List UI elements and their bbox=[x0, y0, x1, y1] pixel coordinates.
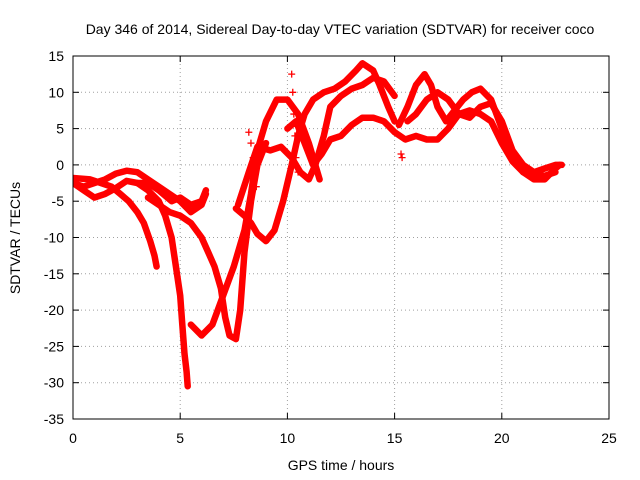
plus-marker bbox=[398, 154, 406, 162]
chart-title: Day 346 of 2014, Sidereal Day-to-day VTE… bbox=[86, 21, 595, 37]
plus-marker bbox=[251, 168, 259, 176]
y-tick-label: -20 bbox=[44, 302, 64, 318]
y-tick-label: -30 bbox=[44, 375, 64, 391]
x-tick-label: 10 bbox=[280, 430, 296, 446]
x-axis-label: GPS time / hours bbox=[288, 457, 395, 473]
x-tick-label: 20 bbox=[494, 430, 510, 446]
plus-marker bbox=[247, 139, 255, 147]
grid-lines bbox=[73, 56, 609, 419]
y-tick-label: -5 bbox=[52, 193, 65, 209]
plus-marker bbox=[397, 150, 405, 158]
x-tick-label: 5 bbox=[176, 430, 184, 446]
plot-area bbox=[73, 60, 566, 390]
scatter-layer bbox=[245, 70, 406, 191]
scatter-point-15h bbox=[397, 150, 406, 162]
x-tick-label: 0 bbox=[69, 430, 77, 446]
series-arc-5 bbox=[144, 139, 270, 343]
series-arc-3 bbox=[73, 174, 160, 270]
y-tick-label: -25 bbox=[44, 338, 64, 354]
plus-marker bbox=[291, 132, 299, 140]
y-tick-label: -15 bbox=[44, 266, 64, 282]
series-arc-10 bbox=[395, 70, 563, 183]
y-tick-label: 5 bbox=[56, 121, 64, 137]
y-tick-label: -35 bbox=[44, 411, 64, 427]
series-arc-7 bbox=[232, 60, 398, 245]
x-axis-ticks: 0 5 10 15 20 25 bbox=[69, 56, 617, 446]
series-arc-4 bbox=[134, 179, 191, 390]
plus-marker bbox=[249, 154, 257, 162]
plus-marker bbox=[288, 70, 296, 78]
plot-frame bbox=[72, 55, 610, 420]
x-tick-label: 25 bbox=[601, 430, 617, 446]
plus-marker bbox=[289, 88, 297, 96]
y-axis-label: SDTVAR / TECUs bbox=[7, 182, 23, 294]
scatter-spike-10h bbox=[288, 70, 302, 176]
x-tick-label: 15 bbox=[387, 430, 403, 446]
y-tick-label: -10 bbox=[44, 230, 64, 246]
y-axis-ticks: 15 10 5 0 -5 -10 -15 -20 -25 -30 -35 bbox=[44, 48, 609, 427]
scatter-spike-8.5h bbox=[245, 128, 260, 191]
plus-marker bbox=[252, 183, 260, 191]
series-arc-11 bbox=[404, 89, 566, 176]
plus-marker bbox=[292, 154, 300, 162]
plus-marker bbox=[290, 110, 298, 118]
y-tick-label: 15 bbox=[48, 48, 64, 64]
y-tick-label: 10 bbox=[48, 84, 64, 100]
plus-marker bbox=[245, 128, 253, 136]
y-tick-label: 0 bbox=[56, 157, 64, 173]
plus-marker bbox=[294, 168, 302, 176]
series-layer bbox=[73, 60, 566, 390]
